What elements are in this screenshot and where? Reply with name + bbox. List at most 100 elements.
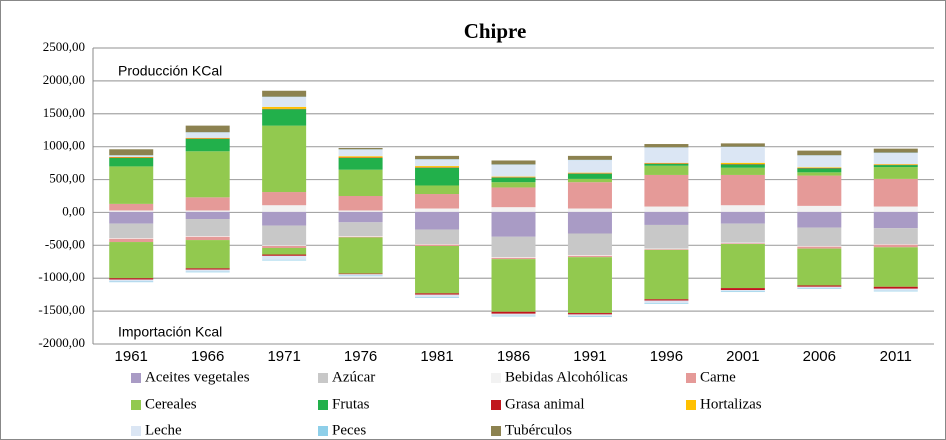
bar-segment <box>338 274 383 276</box>
bar-segment <box>109 203 154 211</box>
bar-segment <box>491 236 536 258</box>
bar-segment <box>873 212 918 229</box>
bar-segment <box>262 225 307 246</box>
bar-segment <box>262 247 307 255</box>
bar-segment <box>644 248 689 250</box>
x-tick-label: 1986 <box>497 348 530 365</box>
bar-segment <box>873 228 918 245</box>
annotation: Importación Kcal <box>118 324 222 340</box>
bar-segment <box>415 297 460 298</box>
legend-swatch <box>131 373 141 383</box>
bar-segment <box>491 257 536 258</box>
y-tick-label: -1500,00 <box>38 302 85 317</box>
bar-segment <box>262 97 307 107</box>
y-tick-label: 1000,00 <box>43 138 85 153</box>
bar-segment <box>491 313 536 316</box>
bar-segment <box>109 157 154 167</box>
legend-swatch <box>318 373 328 383</box>
bar-segment <box>491 259 536 312</box>
legend-label: Carne <box>700 369 736 385</box>
bar-segment <box>644 212 689 225</box>
bar-segment <box>185 236 230 241</box>
bar-segment <box>873 247 918 287</box>
bar-segment <box>415 245 460 294</box>
bar-segment <box>720 205 765 212</box>
bar-segment <box>262 212 307 226</box>
bar-segment <box>644 300 689 304</box>
bar-segment <box>109 211 154 213</box>
bar-segment <box>873 288 918 291</box>
legend-label: Aceites vegetales <box>145 369 250 385</box>
bar-segment <box>491 164 536 177</box>
bar-segment <box>720 291 765 293</box>
bar-segment <box>797 155 842 168</box>
bar-segment <box>567 160 612 173</box>
bar-segment <box>185 125 230 133</box>
legend-swatch <box>491 373 501 383</box>
y-tick-label: 1500,00 <box>43 105 85 120</box>
bar-segment <box>262 125 307 193</box>
bar-segment <box>338 237 383 274</box>
bar-segment <box>415 244 460 245</box>
bar-segment <box>338 169 383 196</box>
legend-label: Frutas <box>332 396 370 412</box>
bar-segment <box>185 137 230 139</box>
legend-swatch <box>131 426 141 436</box>
bar-segment <box>491 207 536 212</box>
bar-segment <box>797 288 842 289</box>
bar-segment <box>720 146 765 163</box>
bar-segment <box>720 290 765 292</box>
bar-segment <box>797 212 842 228</box>
bar-segment <box>797 248 842 286</box>
bar-segment <box>567 173 612 179</box>
bar-segment <box>567 316 612 318</box>
bar-segment <box>338 273 383 275</box>
bar-segment <box>262 259 307 261</box>
bar-segment <box>109 156 154 158</box>
bar-segment <box>720 223 765 243</box>
chart-title: Chipre <box>464 19 527 43</box>
bar-segment <box>262 109 307 126</box>
bar-segment <box>491 177 536 183</box>
bar-segment <box>644 144 689 148</box>
bar-segment <box>797 286 842 289</box>
bar-segment <box>873 286 918 289</box>
y-tick-label: 2500,00 <box>43 39 85 54</box>
x-tick-label: 2006 <box>803 348 836 365</box>
bar-segment <box>873 167 918 179</box>
bar-segment <box>491 176 536 178</box>
bar-segment <box>185 132 230 138</box>
y-tick-label: 2000,00 <box>43 72 85 87</box>
bar-segment <box>644 249 689 300</box>
bar-segment <box>720 212 765 224</box>
legend-swatch <box>686 400 696 410</box>
legend-label: Cereales <box>145 396 197 412</box>
bar-segment <box>415 159 460 167</box>
bar-segment <box>185 271 230 273</box>
bar-segment <box>567 178 612 183</box>
bar-segment <box>109 149 154 156</box>
bar-segment <box>873 290 918 292</box>
x-tick-label: 1981 <box>420 348 453 365</box>
bar-segment <box>415 229 460 245</box>
bar-segment <box>491 311 536 314</box>
bar-segment <box>873 244 918 245</box>
bar-segment <box>644 224 689 249</box>
bar-segment <box>415 167 460 186</box>
legend-label: Bebidas Alcohólicas <box>505 369 628 385</box>
bar-segment <box>567 172 612 174</box>
legend-label: Leche <box>145 422 182 438</box>
bar-segment <box>262 245 307 246</box>
bar-segment <box>797 175 842 206</box>
bar-segment <box>415 293 460 295</box>
bar-segment <box>567 208 612 212</box>
bar-segment <box>109 238 154 243</box>
bar-segment <box>262 254 307 256</box>
bar-segment <box>644 147 689 163</box>
bar-segment <box>644 163 689 166</box>
bar-segment <box>109 223 154 239</box>
annotation: Producción KCal <box>118 63 222 79</box>
bar-segment <box>338 149 383 157</box>
bar-segment <box>797 211 842 213</box>
